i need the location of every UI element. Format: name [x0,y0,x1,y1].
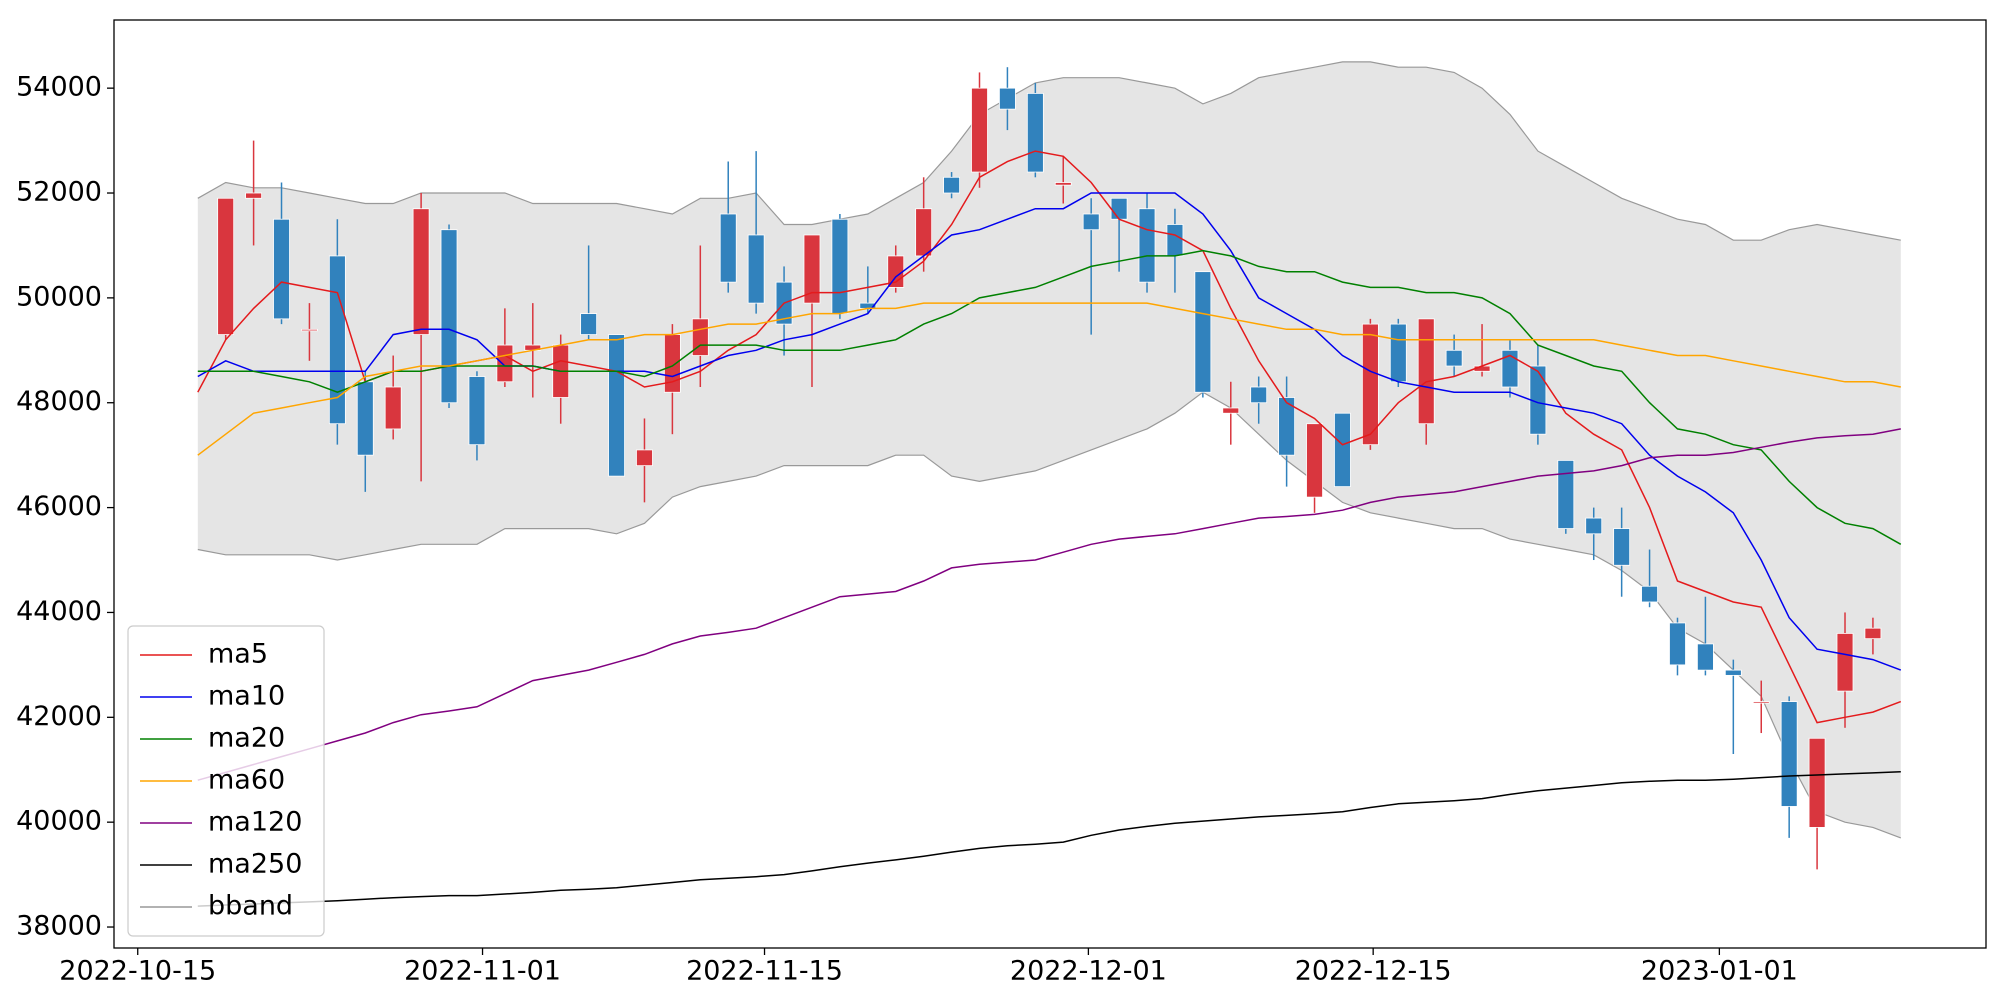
candle-body [999,87,1016,110]
x-tick-label: 2022-12-15 [1295,956,1452,987]
candle-body [1138,208,1156,283]
candle-body [1697,643,1714,671]
candle-body [1306,423,1323,498]
candle-body [328,255,346,425]
candle-body [1278,397,1296,456]
candle-body [719,213,737,283]
legend-label: ma5 [208,639,268,670]
candle-body [1026,93,1044,173]
candle-body [1361,323,1379,446]
candle-body [1389,323,1407,383]
x-tick-label: 2022-12-01 [1010,956,1167,987]
candle-body [831,218,849,315]
candle-body [1054,182,1072,186]
ma-line [197,192,1902,671]
legend-label: ma120 [208,807,302,838]
x-tick-label: 2023-01-01 [1641,956,1798,987]
candle-body [245,192,262,199]
candle-body [1166,224,1184,257]
legend-label: bband [208,891,293,922]
candle-body [1417,318,1435,425]
y-tick-label: 46000 [16,491,102,522]
candle-body [636,449,653,467]
candle-body [1194,271,1212,393]
candle-body [1250,386,1268,404]
candle-body [608,334,625,477]
candle-body [1669,622,1686,666]
y-tick-label: 44000 [16,596,102,627]
candle-body [273,218,290,320]
ma-line [197,302,1901,456]
y-tick-label: 50000 [16,281,102,312]
candle-body [468,376,486,446]
candle-body [356,381,374,456]
y-tick-label: 42000 [16,701,102,732]
candle-body [1641,585,1658,603]
candle-body [1222,407,1240,414]
candle-body [1724,669,1742,676]
candle-body [1557,460,1575,529]
y-tick-label: 52000 [16,177,102,208]
candle-body [1864,627,1882,640]
candle-body [915,208,933,257]
candle-body [971,87,988,173]
candle-body [1334,412,1351,488]
x-tick-label: 2022-11-15 [686,956,843,987]
x-tick-label: 2022-11-01 [404,956,561,987]
candle-body [440,229,458,404]
candle-body [412,208,430,335]
candle-body [1780,701,1798,807]
candle-body [217,197,235,335]
candle-body [301,328,318,332]
candle-body [1501,349,1519,388]
candle-body [384,386,402,430]
plot-frame [113,19,1987,949]
y-tick-label: 38000 [16,911,102,942]
legend-label: ma250 [208,849,302,880]
ma-line [197,249,1902,545]
candle-body [1752,701,1770,704]
candle-body [1836,633,1854,692]
candle-body [1613,528,1631,566]
bband-area [197,61,1901,838]
ma-line [197,428,1901,781]
y-tick-label: 54000 [16,72,102,103]
y-tick-label: 48000 [16,386,102,417]
legend-label: ma10 [208,681,285,712]
legend-label: ma20 [208,723,285,754]
candle-body [1110,197,1128,220]
x-tick-label: 2022-10-15 [59,956,216,987]
candle-body [1808,737,1826,828]
candle-body [747,234,765,304]
bband-upper [197,61,1901,241]
ma-line [197,771,1901,907]
y-tick-label: 40000 [16,806,102,837]
candle-body [496,344,514,383]
legend-label: ma60 [208,765,285,796]
candle-body [1585,517,1603,535]
candle-body [580,313,598,335]
candle-body [1445,349,1463,367]
candle-body [1082,213,1100,231]
legend-box [127,625,325,937]
bband-lower [197,391,1902,839]
candle-body [803,234,821,304]
candle-body [943,176,960,194]
